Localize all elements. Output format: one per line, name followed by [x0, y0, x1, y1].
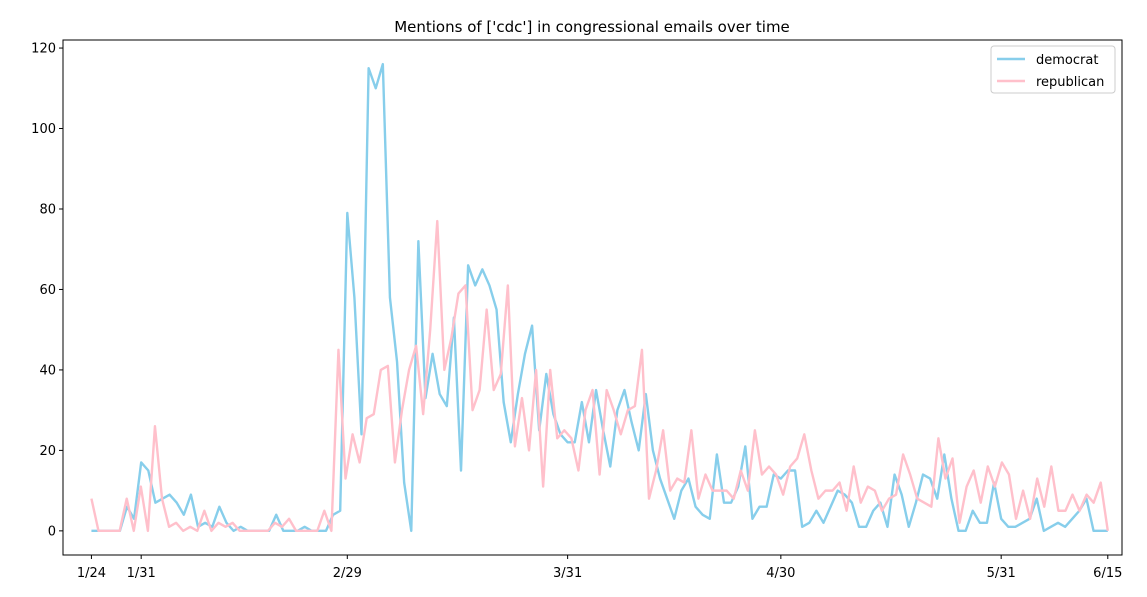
- x-axis: 1/24 1/31 2/29 3/31 4/30 5/31 6/15: [77, 555, 1122, 581]
- x-tick-label: 4/30: [766, 566, 795, 581]
- chart-title: Mentions of ['cdc'] in congressional ema…: [394, 18, 790, 36]
- plot-area: [62, 39, 1123, 556]
- x-tick-label: 6/15: [1093, 566, 1122, 581]
- y-tick-label: 100: [31, 122, 56, 137]
- x-tick-label: 1/24: [77, 566, 106, 581]
- legend: democrat republican: [990, 45, 1116, 94]
- y-tick-label: 20: [39, 444, 56, 459]
- series-line-republican: [90, 219, 1109, 533]
- y-tick-label: 0: [48, 524, 56, 539]
- y-tick-label: 40: [39, 363, 56, 378]
- series-group: [90, 62, 1109, 533]
- x-tick-label: 5/31: [987, 566, 1016, 581]
- y-tick-label: 120: [31, 42, 56, 57]
- legend-label-republican: republican: [1036, 75, 1104, 90]
- y-axis: 0 20 40 60 80 100 120: [31, 42, 63, 539]
- legend-label-democrat: democrat: [1036, 53, 1098, 68]
- y-tick-label: 60: [39, 283, 56, 298]
- x-tick-label: 2/29: [333, 566, 362, 581]
- x-tick-label: 1/31: [127, 566, 156, 581]
- x-tick-label: 3/31: [553, 566, 582, 581]
- y-tick-label: 80: [39, 202, 56, 217]
